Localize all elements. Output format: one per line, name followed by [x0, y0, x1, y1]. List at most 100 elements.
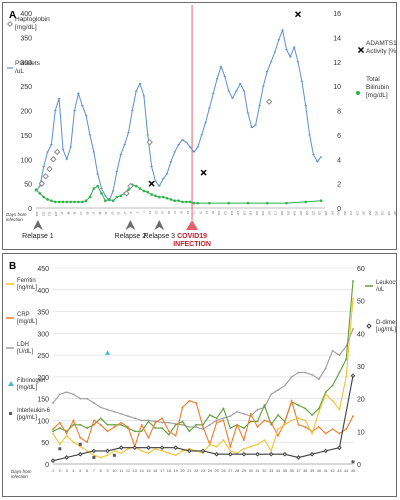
d-dimer-point — [350, 373, 356, 379]
crp-point — [65, 432, 68, 435]
haptoglobin-point — [127, 182, 134, 190]
y-left-tick-label: 0 — [28, 206, 32, 213]
y-left-tick-label: 250 — [37, 353, 49, 360]
ferritin-point — [283, 423, 286, 426]
x-tick-label: 63 — [186, 211, 190, 214]
leukocytes-point — [52, 430, 54, 433]
ldh-point — [277, 389, 279, 391]
d-dimer-point — [159, 445, 165, 450]
legend-right-label: D-dimer [ug/mL] — [376, 320, 396, 333]
x-tick-label: -81 — [73, 211, 77, 215]
x-tick-label: 2 — [59, 469, 61, 473]
leukocytes-point — [174, 423, 177, 426]
legend-bilirubin-icon — [356, 91, 360, 95]
legend-left-label: Fibrinogen [mg/dL] — [17, 378, 45, 391]
crp-point — [263, 419, 266, 422]
ferritin-point — [140, 450, 143, 452]
y-left-tick-label: 150 — [20, 133, 32, 140]
y-left-tick-label: 100 — [20, 157, 32, 164]
bilirubin-point — [65, 200, 69, 204]
x-tick-label: 25 — [215, 469, 219, 473]
bilirubin-point — [184, 200, 188, 204]
ferritin-point — [290, 419, 293, 422]
adamts13-point — [294, 11, 302, 18]
covid-arrow — [186, 220, 199, 230]
x-tick-label: 319 — [387, 211, 391, 216]
x-tick-label: -25 — [117, 211, 121, 215]
bilirubin-point — [265, 201, 269, 205]
ferritin-point — [79, 445, 82, 448]
y-right-tick-label: 14 — [333, 35, 341, 42]
leukocytes-point — [181, 420, 184, 423]
crp-point — [52, 428, 54, 431]
fibrinogen-point — [105, 350, 111, 355]
leukocytes-point — [208, 414, 211, 416]
bilirubin-point — [57, 200, 61, 204]
y-left-tick-label: 450 — [37, 266, 49, 273]
x-tick-label: 231 — [318, 211, 322, 216]
leukocytes-point — [215, 417, 218, 420]
crp-point — [168, 430, 170, 433]
ldh-point — [120, 413, 123, 415]
covid-label: COVID19 INFECTION — [173, 233, 211, 248]
ferritin-point — [52, 432, 54, 435]
x-tick-label: 95 — [211, 211, 215, 214]
bilirubin-point — [77, 200, 80, 204]
x-tick-label: 41 — [324, 469, 328, 473]
leukocytes-point — [311, 414, 313, 416]
d-dimer-point — [91, 448, 97, 454]
crp-point — [243, 439, 245, 441]
x-tick-label: 31 — [255, 469, 259, 473]
x-axis-label: Days from infection — [11, 469, 32, 479]
crp-point — [345, 428, 348, 431]
legend-ddimer-icon — [366, 323, 372, 329]
x-tick-label: 15 — [148, 211, 152, 214]
d-dimer-point — [118, 445, 124, 450]
y-right-tick-label: 40 — [357, 331, 365, 338]
haptoglobin-point — [265, 98, 273, 105]
bilirubin-point — [319, 199, 323, 202]
relapse-arrow — [32, 220, 43, 230]
crp-point — [72, 419, 75, 422]
legend-left-label: Interleukin-6 [pg/mL] — [17, 408, 51, 421]
interleukin-6-point — [58, 447, 62, 451]
ferritin-point — [161, 450, 163, 452]
legend-left-label: Platelets/uL — [15, 60, 41, 75]
bilirubin-point — [196, 201, 200, 205]
ldh-point — [58, 393, 61, 396]
x-tick-label: -33 — [110, 211, 114, 215]
ferritin-point — [168, 452, 170, 455]
crp-point — [352, 415, 354, 417]
x-tick-label: 287 — [362, 211, 366, 216]
ferritin-point — [324, 393, 327, 396]
leukocytes-point — [113, 423, 116, 426]
x-tick-label: 21 — [187, 469, 191, 473]
ferritin-point — [243, 447, 245, 450]
x-tick-label: 191 — [286, 211, 290, 216]
leukocytes-point — [72, 423, 75, 426]
y-left-tick-label: 400 — [37, 288, 49, 295]
ldh-point — [331, 349, 334, 352]
bilirubin-point — [42, 195, 46, 199]
x-tick-label: 5 — [79, 469, 81, 473]
crp-point — [106, 430, 109, 433]
ldh-point — [133, 417, 136, 420]
x-tick-label: 42 — [330, 469, 334, 473]
y-left-tick-label: 350 — [20, 35, 32, 42]
crp-point — [86, 441, 88, 444]
x-tick-label: -49 — [98, 211, 102, 215]
bilirubin-point — [192, 201, 196, 205]
crp-point — [249, 413, 252, 415]
ferritin-point — [249, 445, 252, 448]
y-left-tick-label: 150 — [37, 397, 49, 404]
x-tick-label: 1 — [52, 469, 54, 473]
panel-b: B 0 50 100 150 200 250 300 350 400 450 0 10 20 30 40 50 6… — [2, 253, 397, 497]
y-left-tick-label: 200 — [37, 375, 49, 382]
y-right-tick-label: 0 — [357, 462, 361, 469]
x-tick-label: 45 — [351, 469, 355, 473]
interleukin-6-point — [92, 455, 96, 459]
x-tick-label: -41 — [104, 211, 108, 215]
leukocytes-point — [304, 407, 307, 410]
legend-haptoglobin-icon — [6, 20, 14, 28]
bilirubin-point — [304, 200, 308, 204]
